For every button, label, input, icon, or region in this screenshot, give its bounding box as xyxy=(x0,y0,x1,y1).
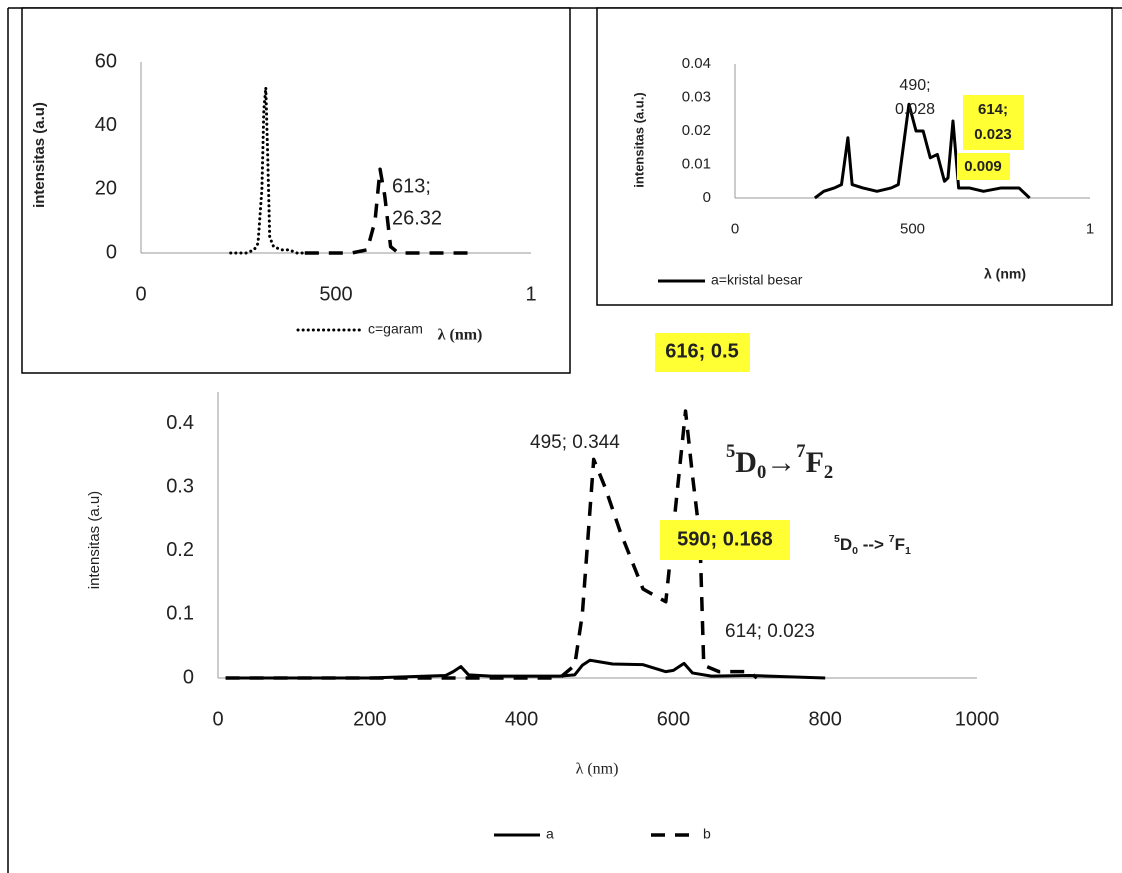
x-tick-label: 800 xyxy=(809,708,842,730)
transition-part: 7 xyxy=(796,441,805,462)
y-axis-label: intensitas (a.u) xyxy=(86,491,103,589)
legend-label: a xyxy=(546,826,554,842)
legend-label: a=kristal besar xyxy=(711,272,803,288)
y-tick-label: 0.4 xyxy=(166,412,194,434)
x-tick-label: 1000 xyxy=(955,708,1000,730)
annotation: 590; 0.168 xyxy=(677,528,773,550)
annotation: 0.009 xyxy=(964,158,1002,175)
x-axis-label: λ (nm) xyxy=(438,327,483,344)
transition-label: 5D0→7F2 xyxy=(726,441,833,483)
annotation: 614; 0.023 xyxy=(725,621,815,642)
y-tick-label: 0 xyxy=(106,241,117,263)
x-tick-label: 200 xyxy=(353,708,386,730)
x-tick-label: 400 xyxy=(505,708,538,730)
legend-label: c=garam xyxy=(368,321,423,337)
annotation: 0.028 xyxy=(895,101,935,118)
y-tick-label: 20 xyxy=(95,178,117,200)
y-tick-label: 0.03 xyxy=(682,88,711,105)
y-tick-label: 0.01 xyxy=(682,155,711,172)
annotation: 0.023 xyxy=(974,126,1012,143)
x-tick-label: 500 xyxy=(900,220,925,237)
y-tick-label: 0.2 xyxy=(166,539,194,561)
transition-part: 2 xyxy=(824,462,833,483)
transition-part: D xyxy=(840,535,852,554)
x-tick-label: 0 xyxy=(135,283,146,305)
transition-part: F xyxy=(895,535,905,554)
x-tick-label: 0 xyxy=(212,708,223,730)
y-tick-label: 0 xyxy=(703,189,711,206)
annotation: 26.32 xyxy=(392,207,442,229)
transition-part: D xyxy=(735,446,757,479)
y-tick-label: 0.1 xyxy=(166,603,194,625)
annotation: 616; 0.5 xyxy=(665,340,738,362)
x-tick-label: 500 xyxy=(319,283,352,305)
x-tick-label: 600 xyxy=(657,708,690,730)
transition-part: F xyxy=(806,446,824,479)
y-tick-label: 0 xyxy=(183,666,194,688)
y-tick-label: 0.04 xyxy=(682,55,711,72)
inset-frame xyxy=(597,8,1112,305)
legend-label: b xyxy=(703,826,711,842)
y-axis-label: intensitas (a.u) xyxy=(31,102,48,208)
x-tick-label: 0 xyxy=(731,220,739,237)
transition-part: 0 xyxy=(757,462,766,483)
y-tick-label: 60 xyxy=(95,50,117,72)
y-tick-label: 0.3 xyxy=(166,476,194,498)
x-axis-label: λ (nm) xyxy=(984,266,1026,282)
annotation: 614; xyxy=(978,101,1008,118)
x-axis-label: λ (nm) xyxy=(576,761,619,778)
annotation: 495; 0.344 xyxy=(530,432,620,453)
y-tick-label: 40 xyxy=(95,114,117,136)
figure: 00.10.20.30.402004006008001000intensitas… xyxy=(0,0,1122,873)
transition-part: 5 xyxy=(726,441,735,462)
annotation: 490; xyxy=(899,77,930,94)
transition-part: → xyxy=(766,446,796,479)
y-axis-label: intensitas (a.u.) xyxy=(631,92,646,187)
x-tick-label: 1 xyxy=(1086,220,1094,237)
annotation: 613; xyxy=(392,175,431,197)
transition-part: --> xyxy=(858,535,889,554)
transition-label: 5D0 --> 7F1 xyxy=(834,533,911,557)
transition-part: 1 xyxy=(905,545,911,557)
x-tick-label: 1 xyxy=(525,283,536,305)
y-tick-label: 0.02 xyxy=(682,122,711,139)
